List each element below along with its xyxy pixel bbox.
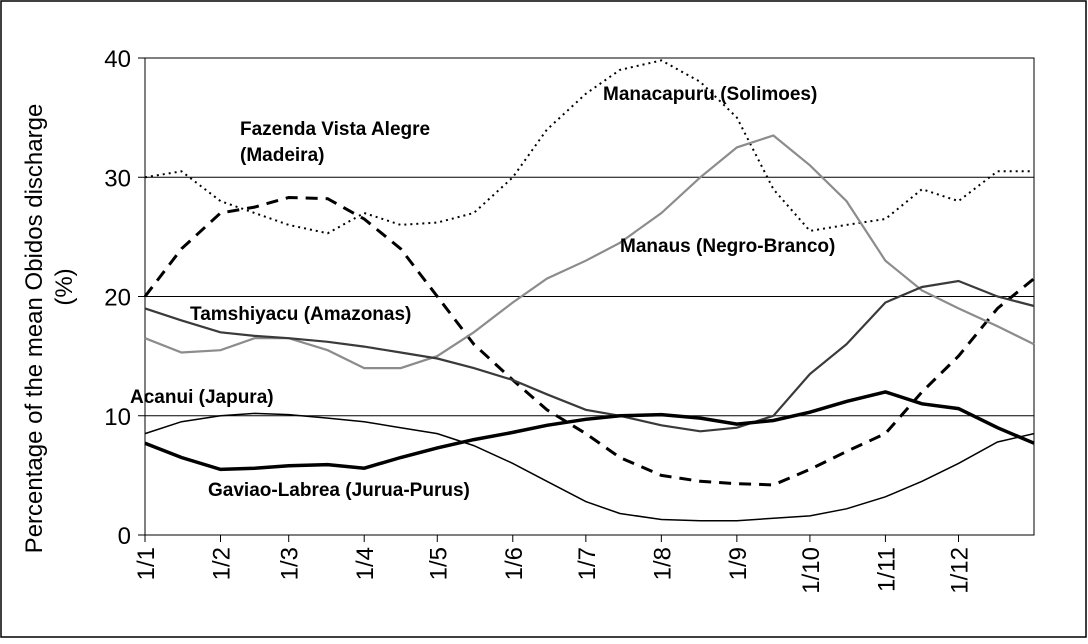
x-tick-label: 1/11 [873, 547, 900, 592]
x-tick-label: 1/4 [352, 547, 379, 580]
x-tick-label: 1/3 [277, 547, 304, 580]
x-tick-label: 1/8 [649, 547, 676, 580]
series-label: Fazenda Vista Alegre [240, 119, 430, 140]
y-tick-label: 20 [104, 285, 131, 312]
series-line [144, 279, 1035, 433]
x-tick-label: 1/7 [574, 547, 601, 580]
x-tick-label: 1/9 [725, 547, 752, 580]
series-lines [143, 59, 1035, 522]
x-tick-label: 1/1 [133, 547, 160, 580]
x-tick-label: 1/2 [209, 547, 236, 580]
series-label: Manacapuru (Solimoes) [603, 84, 817, 105]
y-tick-label: 30 [104, 165, 131, 192]
x-tick-label: 1/12 [946, 547, 973, 594]
series-line [144, 59, 1034, 235]
series-label: Gaviao-Labrea (Jurua-Purus) [208, 480, 470, 501]
series-line [144, 412, 1035, 522]
series-line [143, 195, 1035, 487]
y-axis-label: Percentage of the mean Obidos discharge [21, 104, 48, 554]
series-label: Acanui (Japura) [130, 387, 274, 408]
y-tick-label: 10 [104, 404, 131, 431]
x-tick-label: 1/5 [425, 547, 452, 580]
y-axis-label: (%) [51, 268, 78, 305]
y-tick-label: 40 [104, 46, 131, 73]
labels: Manacapuru (Solimoes) Fazenda Vista Alegr… [130, 84, 835, 501]
series-label: (Madeira) [240, 145, 324, 166]
y-tick-label: 0 [118, 523, 131, 550]
x-tick-label: 1/6 [501, 547, 528, 580]
series-label: Tamshiyacu (Amazonas) [190, 304, 411, 325]
series-line [144, 390, 1035, 472]
x-tick-label: 1/10 [798, 547, 825, 594]
series-label: Manaus (Negro-Branco) [620, 236, 835, 257]
